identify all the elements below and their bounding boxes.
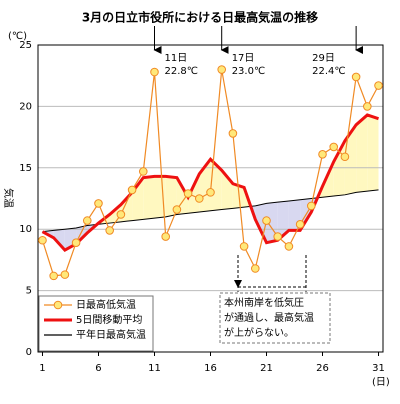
data-point — [251, 264, 260, 273]
data-point — [273, 232, 283, 241]
data-point — [194, 194, 204, 203]
x-tick-label: 11 — [148, 363, 161, 374]
y-unit: (℃) — [8, 31, 27, 42]
data-point — [351, 72, 361, 82]
data-point — [172, 205, 182, 214]
difference-fill — [232, 183, 245, 209]
plot-frame — [37, 44, 384, 353]
data-point — [217, 65, 227, 74]
data-point — [49, 271, 58, 281]
note-text: が上がらない。 — [224, 326, 294, 339]
chart-title: 3月の日立市役所における日最高気温の推移 — [82, 10, 318, 25]
difference-fill — [132, 177, 144, 221]
data-point — [138, 167, 148, 176]
difference-fill — [367, 114, 379, 192]
y-tick-label: 25 — [19, 40, 32, 51]
y-tick-label: 10 — [19, 224, 32, 235]
data-point — [206, 188, 215, 197]
legend-label: 5日間移動平均 — [76, 313, 142, 326]
annotation-text: 11日 — [164, 53, 187, 64]
data-point — [127, 185, 137, 195]
note-box — [219, 292, 331, 344]
data-point — [239, 242, 249, 251]
data-point — [363, 102, 372, 111]
data-point — [183, 189, 193, 198]
y-tick-label: 0 — [26, 347, 32, 358]
y-tick-label: 15 — [19, 163, 32, 174]
data-point — [228, 129, 238, 138]
x-tick-label: 21 — [260, 363, 273, 374]
difference-fill — [344, 124, 357, 195]
difference-fill — [277, 200, 289, 241]
data-point — [105, 226, 114, 235]
difference-fill — [188, 173, 200, 214]
x-unit: (日) — [372, 377, 390, 388]
data-point — [340, 152, 350, 162]
x-tick-label: 6 — [95, 363, 101, 374]
annotation-text: 23.0℃ — [232, 66, 266, 77]
legend-marker — [53, 300, 63, 310]
x-tick-label: 26 — [316, 363, 329, 374]
annotation-text: 22.8℃ — [164, 66, 198, 77]
legend-label: 日最高低気温 — [76, 298, 136, 311]
difference-fill — [210, 159, 222, 211]
data-point — [116, 210, 126, 219]
x-tick-label: 31 — [372, 363, 385, 374]
difference-fill — [143, 176, 155, 220]
note-text: が通過し、最高気温 — [224, 311, 314, 324]
annotation-text: 29日 — [312, 53, 335, 64]
y-tick-label: 5 — [26, 286, 32, 297]
x-tick-label: 1 — [39, 363, 45, 374]
annotation-text: 22.4℃ — [312, 66, 346, 77]
y-tick-label: 20 — [19, 101, 32, 112]
data-point — [284, 242, 294, 251]
note-text: 本州南岸を低気圧 — [224, 296, 304, 309]
data-point — [82, 216, 92, 225]
x-tick-label: 16 — [204, 363, 217, 374]
y-label: 気温 — [2, 188, 15, 208]
data-point — [318, 149, 327, 159]
data-point — [60, 270, 70, 279]
data-point — [295, 219, 305, 229]
data-point — [71, 238, 81, 248]
data-point — [262, 216, 271, 225]
legend-label: 平年日最高気温 — [76, 328, 146, 341]
difference-fill — [221, 170, 233, 210]
data-point — [94, 199, 103, 208]
data-point — [38, 235, 47, 245]
data-point — [150, 67, 159, 77]
annotation-text: 17日 — [232, 53, 255, 64]
difference-fill — [356, 114, 368, 193]
data-point — [329, 142, 339, 152]
data-point — [374, 81, 383, 90]
data-point — [161, 232, 170, 241]
data-point — [307, 201, 316, 211]
series-line — [41, 113, 379, 252]
